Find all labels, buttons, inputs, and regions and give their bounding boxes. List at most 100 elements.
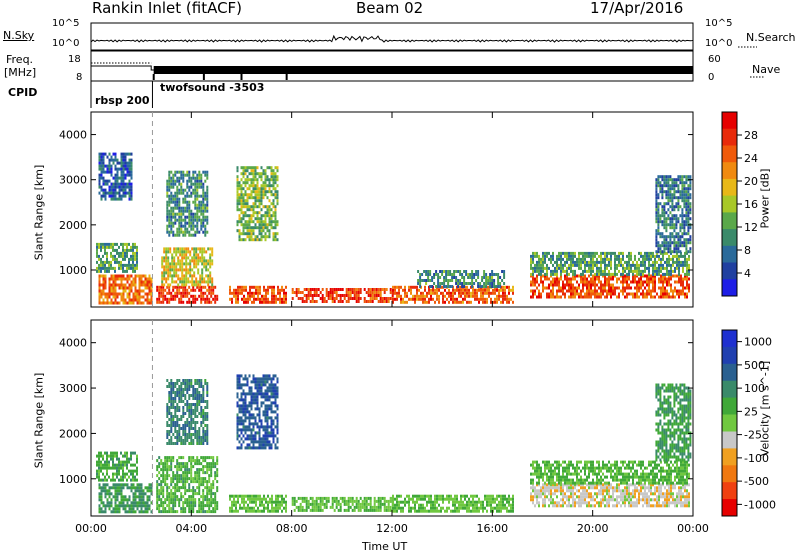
power-colorbar-segment bbox=[722, 245, 737, 263]
velocity-colorbar-tick-label: -500 bbox=[744, 475, 769, 488]
freq-tick-top: 18 bbox=[68, 54, 81, 65]
beam-label: Beam 02 bbox=[356, 0, 424, 17]
power-colorbar-tick-label: 8 bbox=[744, 244, 751, 257]
power-echo-region bbox=[236, 166, 279, 242]
nave-band bbox=[153, 66, 694, 74]
nsky-tick-top: 10^5 bbox=[52, 18, 80, 29]
velocity-echo-region bbox=[530, 483, 690, 508]
cpid-entry-2: twofsound -3503 bbox=[160, 81, 265, 94]
nsky-trace bbox=[90, 34, 694, 43]
power-echo-region bbox=[98, 274, 153, 305]
time-tick-label: 16:00 bbox=[476, 522, 508, 535]
velocity-echo-region bbox=[156, 456, 219, 514]
power-colorbar-segment bbox=[722, 262, 737, 280]
station-title: Rankin Inlet (fitACF) bbox=[92, 0, 243, 17]
velocity-echo-region bbox=[291, 496, 394, 512]
velocity-colorbar-tick-label: 500 bbox=[744, 359, 765, 372]
velocity-colorbar-tick-label: -1000 bbox=[744, 498, 776, 511]
power-colorbar-segment bbox=[722, 229, 737, 247]
velocity-ytick-label: 2000 bbox=[59, 427, 87, 440]
power-colorbar-tick-label: 12 bbox=[744, 221, 758, 234]
power-colorbar-segment bbox=[722, 279, 737, 297]
power-ytick-label: 3000 bbox=[59, 174, 87, 187]
power-colorbar-tick-label: 24 bbox=[744, 152, 758, 165]
power-colorbar-tick-label: 28 bbox=[744, 129, 758, 142]
cpid-entry-1: rbsp 200 bbox=[95, 94, 150, 107]
time-tick-label: 00:00 bbox=[75, 522, 107, 535]
velocity-colorbar-segment bbox=[722, 397, 737, 415]
velocity-colorbar-tick-label: 100 bbox=[744, 382, 765, 395]
freq-label: Freq. bbox=[6, 53, 34, 66]
power-colorbar-segment bbox=[722, 212, 737, 230]
velocity-echo-region bbox=[530, 460, 690, 485]
power-colorbar-tick-label: 20 bbox=[744, 175, 758, 188]
velocity-echo-region bbox=[166, 379, 209, 445]
velocity-colorbar-segment bbox=[722, 465, 737, 483]
power-ytick-label: 2000 bbox=[59, 219, 87, 232]
power-colorbar-tick-label: 4 bbox=[744, 267, 751, 280]
power-echo-region bbox=[161, 247, 214, 287]
velocity-colorbar-segment bbox=[722, 482, 737, 500]
power-echo-region bbox=[530, 251, 690, 276]
velocity-colorbar-segment bbox=[722, 346, 737, 365]
power-echo-region bbox=[530, 274, 690, 299]
power-echo-region bbox=[417, 270, 506, 288]
power-colorbar-segment bbox=[722, 195, 737, 213]
velocity-ytick-label: 4000 bbox=[59, 337, 87, 350]
power-ytick-label: 1000 bbox=[59, 264, 87, 277]
power-echo-region bbox=[392, 285, 514, 304]
velocity-colorbar-tick-label: -100 bbox=[744, 452, 769, 465]
velocity-colorbar-tick-label: 25 bbox=[744, 405, 758, 418]
velocity-colorbar-segment bbox=[722, 414, 737, 432]
power-echo-region bbox=[98, 152, 133, 201]
nsky-panel-frame bbox=[90, 22, 694, 51]
power-colorbar-segment bbox=[722, 145, 737, 163]
nave-tick-top: 60 bbox=[708, 54, 721, 65]
time-tick-label: 00:00 bbox=[677, 522, 709, 535]
velocity-echo-region bbox=[98, 483, 153, 514]
power-colorbar-segment bbox=[722, 162, 737, 180]
power-echo-region bbox=[96, 242, 138, 273]
velocity-colorbar-segment bbox=[722, 363, 737, 382]
freq-tick-bottom: 8 bbox=[76, 72, 83, 83]
velocity-ytick-label: 1000 bbox=[59, 473, 87, 486]
time-tick-label: 08:00 bbox=[276, 522, 308, 535]
time-tick-label: 04:00 bbox=[175, 522, 207, 535]
power-echo-region bbox=[291, 288, 394, 303]
power-ytick-label: 4000 bbox=[59, 129, 87, 142]
velocity-echo-region bbox=[229, 494, 287, 513]
nsearch-label: N.Search bbox=[746, 31, 796, 44]
velocity-echo-region bbox=[96, 451, 138, 482]
nsky-label: N.Sky bbox=[3, 29, 35, 42]
nsky-tick-bottom: 10^0 bbox=[52, 38, 80, 49]
velocity-echo-region bbox=[236, 374, 279, 450]
power-colorbar-tick-label: 16 bbox=[744, 198, 758, 211]
power-colorbar-segment bbox=[722, 128, 737, 146]
time-tick-label: 20:00 bbox=[577, 522, 609, 535]
velocity-colorbar-frame bbox=[721, 329, 738, 517]
power-echo-region bbox=[229, 285, 287, 304]
power-echo-region bbox=[156, 285, 219, 304]
velocity-colorbar-tick-label: -25 bbox=[744, 429, 762, 442]
velocity-colorbar-segment bbox=[722, 431, 737, 449]
date-label: 17/Apr/2016 bbox=[590, 0, 684, 17]
power-echo-region bbox=[166, 170, 209, 237]
nsearch-tick-top: 10^5 bbox=[705, 18, 733, 29]
power-colorbar-segment bbox=[722, 112, 737, 130]
time-tick-label: 12:00 bbox=[376, 522, 408, 535]
nave-tick-bottom: 0 bbox=[708, 72, 715, 83]
nave-label: Nave bbox=[752, 63, 781, 76]
velocity-echo-region bbox=[655, 383, 692, 462]
velocity-colorbar-tick-label: 1000 bbox=[744, 336, 772, 349]
cpid-label: CPID bbox=[8, 86, 38, 99]
freq-unit-label: [MHz] bbox=[4, 66, 37, 79]
velocity-colorbar-segment bbox=[722, 380, 737, 399]
velocity-colorbar-segment bbox=[722, 448, 737, 466]
velocity-colorbar-segment bbox=[722, 330, 737, 348]
nsearch-tick-bottom: 10^0 bbox=[705, 38, 733, 49]
velocity-colorbar-segment bbox=[722, 499, 737, 517]
time-axis-label: Time UT bbox=[362, 540, 408, 553]
power-echo-region bbox=[655, 175, 692, 254]
velocity-ytick-label: 3000 bbox=[59, 382, 87, 395]
